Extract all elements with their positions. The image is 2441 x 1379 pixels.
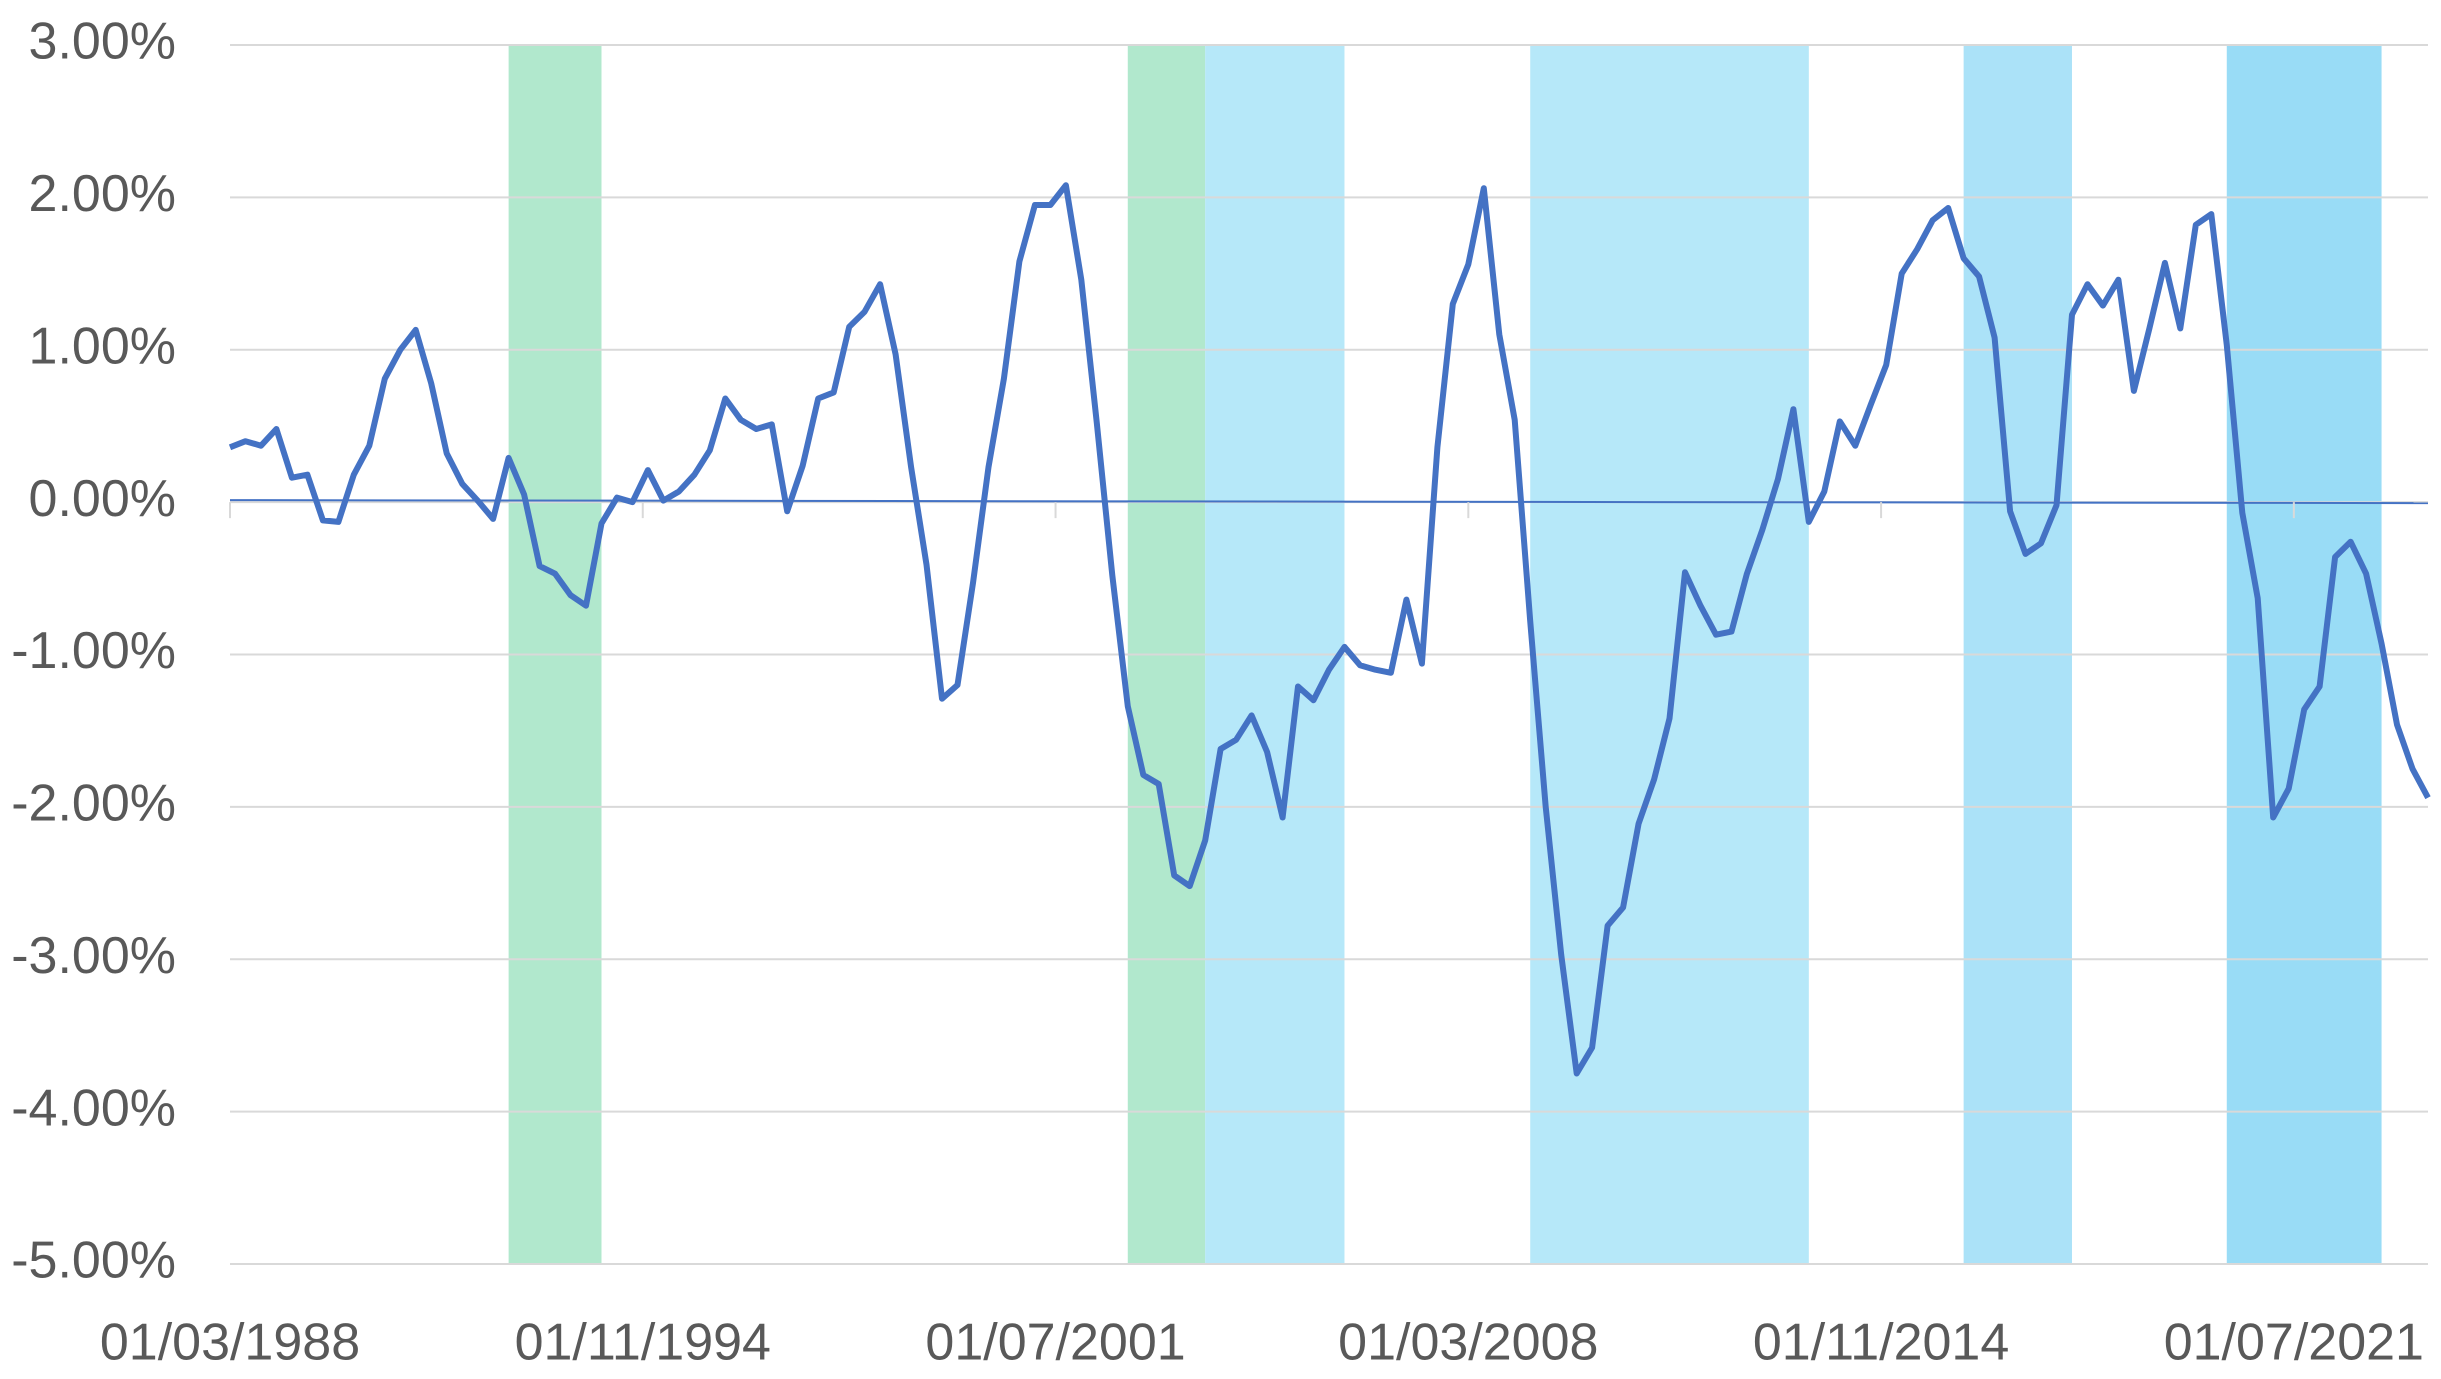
data-line — [228, 182, 2431, 1077]
y-tick-label: -3.00% — [11, 927, 176, 985]
y-tick-label: 3.00% — [29, 13, 176, 71]
x-tick-label: 01/03/2008 — [1338, 1314, 1598, 1372]
y-tick-label: -2.00% — [11, 775, 176, 833]
y-tick-label: -5.00% — [11, 1232, 176, 1290]
y-tick-label: 1.00% — [29, 317, 176, 375]
x-axis-line — [229, 499, 2429, 505]
y-tick-label: -4.00% — [11, 1079, 176, 1137]
x-tick-label: 01/11/1994 — [515, 1314, 771, 1372]
x-tick-label: 01/07/2001 — [925, 1314, 1185, 1372]
x-tick-label: 01/07/2021 — [2164, 1314, 2424, 1372]
y-tick-label: 0.00% — [29, 470, 176, 528]
x-tick-label: 01/03/1988 — [100, 1314, 360, 1372]
y-tick-label: -1.00% — [11, 622, 176, 680]
x-tick-label: 01/11/2014 — [1753, 1314, 2009, 1372]
y-tick-label: 2.00% — [29, 165, 176, 223]
